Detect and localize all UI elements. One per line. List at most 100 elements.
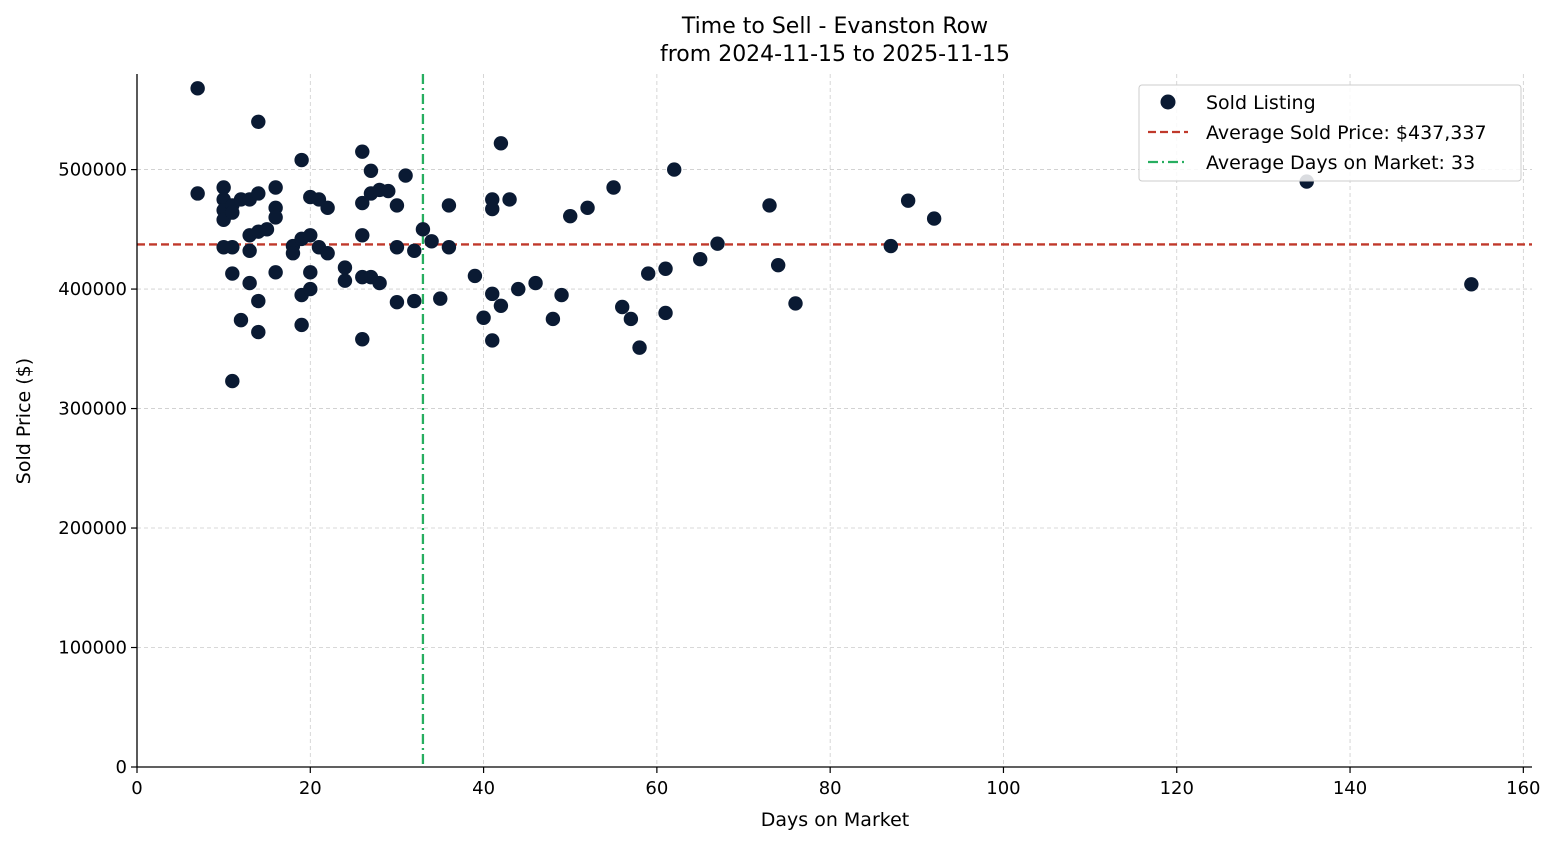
scatter-point: [493, 298, 509, 313]
y-tick-label: 300000: [58, 399, 127, 420]
scatter-point: [320, 200, 335, 216]
y-tick-label: 100000: [58, 638, 127, 659]
x-tick-label: 80: [819, 778, 842, 799]
scatter-point: [667, 162, 682, 177]
scatter-point: [268, 265, 283, 280]
x-tick-label: 20: [299, 778, 322, 799]
scatter-point: [389, 240, 405, 255]
scatter-point: [225, 266, 240, 281]
x-tick-label: 160: [1506, 778, 1540, 799]
scatter-point: [225, 205, 240, 220]
scatter-point: [268, 180, 283, 195]
scatter-point: [485, 333, 500, 348]
scatter-point: [476, 310, 491, 325]
data-points: [190, 81, 1479, 389]
scatter-point: [190, 186, 205, 201]
scatter-point: [398, 168, 413, 183]
scatter-point: [303, 228, 318, 243]
scatter-point: [692, 251, 708, 267]
scatter-point: [545, 311, 561, 327]
scatter-point: [658, 305, 673, 321]
scatter-point: [770, 257, 786, 273]
y-axis-label: Sold Price ($): [13, 358, 35, 484]
scatter-point: [632, 340, 647, 355]
x-tick-label: 40: [472, 778, 495, 799]
legend-scatter-marker: [1160, 94, 1176, 110]
scatter-point: [303, 265, 318, 280]
scatter-point: [580, 200, 595, 216]
legend: Sold Listing Average Sold Price: $437,33…: [1138, 84, 1522, 182]
scatter-point: [407, 293, 422, 309]
axis-ticks: 0 20 40 60 80 100 120 140 160 0 100000 200000 300000…: [58, 160, 1540, 799]
scatter-point: [233, 312, 249, 328]
scatter-point: [433, 291, 448, 306]
scatter-point: [285, 246, 301, 261]
scatter-point: [563, 208, 578, 224]
scatter-point: [415, 222, 431, 237]
x-tick-label: 100: [986, 778, 1020, 799]
scatter-point: [502, 192, 517, 207]
scatter-point: [926, 211, 942, 226]
scatter-point: [441, 198, 457, 213]
scatter-point: [320, 246, 335, 261]
scatter-point: [303, 281, 318, 297]
scatter-point: [372, 275, 387, 291]
x-tick-label: 120: [1160, 778, 1194, 799]
scatter-point: [251, 114, 266, 129]
legend-label-avg-price: Average Sold Price: $437,337: [1206, 122, 1487, 144]
scatter-point: [268, 210, 283, 225]
scatter-point: [225, 373, 240, 389]
scatter-point: [424, 234, 439, 249]
scatter-point: [242, 275, 257, 291]
scatter-point: [294, 152, 309, 168]
scatter-point: [528, 275, 543, 291]
scatter-point: [190, 81, 205, 96]
y-tick-label: 500000: [58, 160, 127, 181]
scatter-point: [242, 243, 257, 259]
scatter-point: [623, 311, 639, 327]
scatter-point: [294, 317, 309, 333]
reference-lines: [137, 74, 1532, 767]
chart-title-line2: from 2024-11-15 to 2025-11-15: [660, 42, 1010, 67]
x-tick-label: 60: [645, 778, 668, 799]
scatter-point: [337, 273, 353, 288]
scatter-point: [355, 195, 370, 211]
scatter-point: [225, 240, 240, 255]
scatter-point: [606, 180, 621, 195]
scatter-point: [251, 324, 266, 340]
scatter-point: [389, 198, 405, 213]
scatter-point: [381, 183, 396, 199]
scatter-point: [493, 136, 509, 151]
scatter-point: [485, 286, 500, 302]
legend-label-sold-listing: Sold Listing: [1206, 92, 1316, 114]
legend-label-avg-days: Average Days on Market: 33: [1206, 152, 1475, 174]
scatter-point: [251, 293, 266, 309]
scatter-point: [883, 238, 899, 254]
scatter-point: [485, 201, 500, 217]
scatter-point: [710, 236, 725, 251]
scatter-point: [337, 260, 353, 275]
scatter-point: [355, 144, 370, 159]
scatter-point: [389, 295, 405, 310]
scatter-point: [1464, 277, 1479, 292]
x-tick-label: 0: [131, 778, 142, 799]
scatter-point: [355, 228, 370, 243]
y-tick-label: 200000: [58, 518, 127, 539]
scatter-point: [900, 193, 916, 208]
scatter-point: [407, 243, 422, 259]
scatter-point: [615, 299, 630, 315]
scatter-point: [441, 240, 457, 255]
scatter-point: [467, 268, 483, 284]
scatter-point: [788, 296, 803, 311]
scatter-point: [355, 332, 370, 347]
scatter-point: [259, 222, 275, 237]
scatter-point: [762, 198, 777, 213]
chart-title-line1: Time to Sell - Evanston Row: [681, 14, 988, 39]
scatter-point: [216, 180, 231, 195]
y-tick-label: 400000: [58, 279, 127, 300]
legend-box: [1138, 84, 1522, 182]
x-tick-label: 140: [1333, 778, 1367, 799]
scatter-point: [641, 266, 656, 281]
x-axis-label: Days on Market: [761, 809, 909, 831]
